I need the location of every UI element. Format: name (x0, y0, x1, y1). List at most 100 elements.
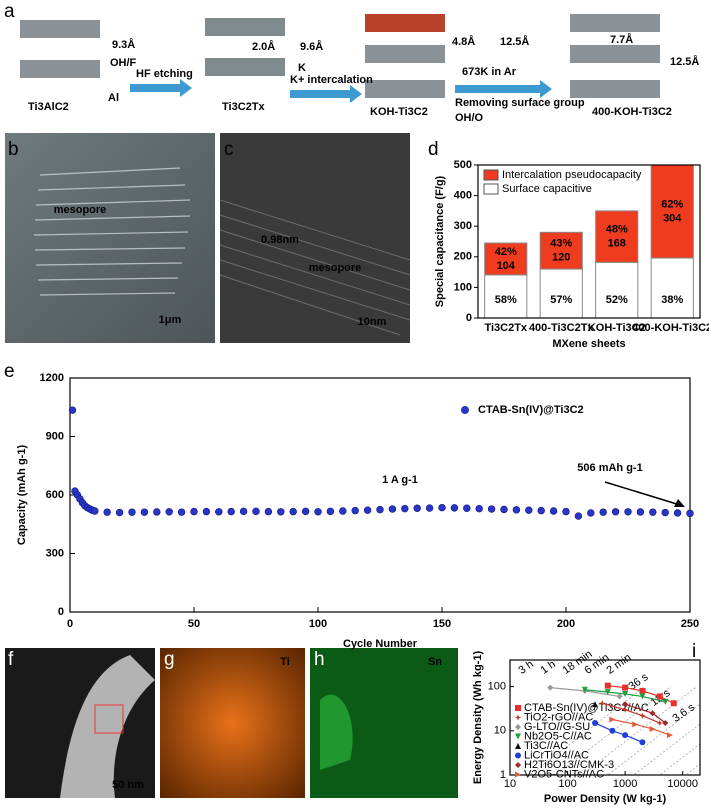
legend-swatch (483, 183, 499, 195)
legend-label: Ti3C//AC (524, 740, 568, 752)
point (314, 508, 322, 516)
marker (662, 720, 669, 727)
percent-label: 62% (661, 198, 683, 210)
schematic-label: Al (108, 92, 119, 104)
point (525, 506, 533, 514)
point (277, 508, 285, 516)
schematic-label: 9.6Å (300, 40, 323, 53)
bar-segment (484, 242, 528, 276)
x-tick-label: 100 (558, 778, 576, 790)
point (376, 505, 384, 514)
marker (656, 720, 663, 727)
roi-box (94, 704, 124, 734)
stem-particle (60, 655, 155, 798)
schematic-label: KOH-Ti3C2 (370, 106, 428, 118)
value-label: 304 (663, 212, 682, 224)
x-tick-label: Ti3C2Tx (484, 322, 527, 334)
point (425, 504, 434, 512)
bar-segment (595, 210, 639, 263)
point (438, 503, 446, 512)
legend-label: V2O5-CNTs//AC (524, 768, 604, 780)
point (215, 508, 223, 516)
marker (592, 720, 599, 727)
y-tick-label: 300 (46, 547, 64, 559)
bar-segment (650, 164, 694, 259)
schematic (20, 14, 660, 103)
x-tick-label: 250 (681, 618, 699, 630)
x-tick-label: 10 (504, 778, 516, 790)
y-axis-title: Special capacitance (F/g) (434, 175, 446, 307)
marker (609, 727, 616, 734)
y-tick-label: 400 (454, 190, 472, 202)
sn-region (320, 694, 353, 770)
legend-marker (515, 733, 521, 740)
y-tick-label: 100 (454, 281, 472, 293)
bar-segment (484, 274, 528, 319)
y-tick-label: 10 (494, 725, 506, 737)
point (611, 508, 620, 516)
bar-segment (595, 261, 639, 319)
ti-map (160, 648, 305, 798)
legend-label: G-LTO//G-SU (524, 721, 590, 733)
point (326, 507, 335, 516)
annotation: 1 A g-1 (382, 474, 418, 486)
point (649, 508, 657, 516)
point (264, 507, 273, 516)
y-tick-label: 300 (454, 220, 472, 232)
point (549, 507, 558, 515)
marker (662, 698, 669, 705)
schematic-label: Ti3C2Tx (222, 101, 265, 113)
y-tick-label: 0 (466, 312, 472, 324)
percent-label: 48% (606, 224, 628, 236)
tem-fringes (219, 199, 411, 336)
point (252, 507, 260, 516)
x-tick-label: 10000 (667, 778, 698, 790)
point (401, 504, 409, 513)
time-label: 3 h (517, 658, 536, 677)
time-label: 1 h (539, 658, 558, 677)
legend-label: CTAB-Sn(IV)@Ti3C2 (478, 404, 584, 416)
panel-letter: d (428, 139, 439, 160)
point (177, 508, 186, 516)
schematic-label: OH/F (110, 57, 137, 69)
point (686, 509, 694, 518)
legend-label: Surface capacitive (502, 183, 592, 195)
x-tick-label: 1000 (613, 778, 637, 790)
y-tick-label: 900 (46, 430, 64, 442)
y-tick-label: 1 (500, 769, 506, 781)
point (450, 504, 459, 512)
marker (622, 732, 629, 739)
x-tick-label: 400-Ti3C2Tx (529, 322, 594, 334)
point (115, 508, 124, 517)
schematic-label: Removing surface group (455, 97, 585, 109)
marker (604, 682, 611, 689)
y-tick-label: 600 (46, 489, 64, 501)
series-line (602, 702, 661, 724)
panel-letter: c (224, 139, 234, 160)
percent-label: 42% (495, 246, 517, 258)
schematic-label: 12.5Å (500, 35, 529, 48)
series-line (612, 718, 671, 736)
marker (622, 691, 629, 698)
plot-frame (477, 164, 701, 319)
image-label: mesopore (54, 204, 107, 216)
point (190, 507, 198, 516)
schematic-label: 9.3Å (112, 38, 135, 51)
schematic-label: HF etching (136, 68, 193, 80)
percent-label: 57% (550, 294, 572, 306)
marker (639, 739, 646, 746)
legend-label: Intercalation pseudocapacity (502, 169, 642, 181)
point (512, 506, 521, 514)
schematic-label: 12.5Å (670, 55, 699, 68)
schematic-label: K+ intercalation (290, 74, 373, 86)
legend-marker (515, 771, 521, 778)
image-label: 10nm (358, 316, 387, 328)
panel-letter: h (314, 649, 325, 670)
panel-letter: g (164, 649, 175, 670)
point (103, 508, 111, 516)
legend-marker (461, 406, 469, 414)
schematic-label: 4.8Å (452, 35, 475, 48)
value-label: 168 (608, 238, 626, 250)
panel-letter: f (8, 649, 14, 670)
legend-marker (515, 743, 521, 749)
